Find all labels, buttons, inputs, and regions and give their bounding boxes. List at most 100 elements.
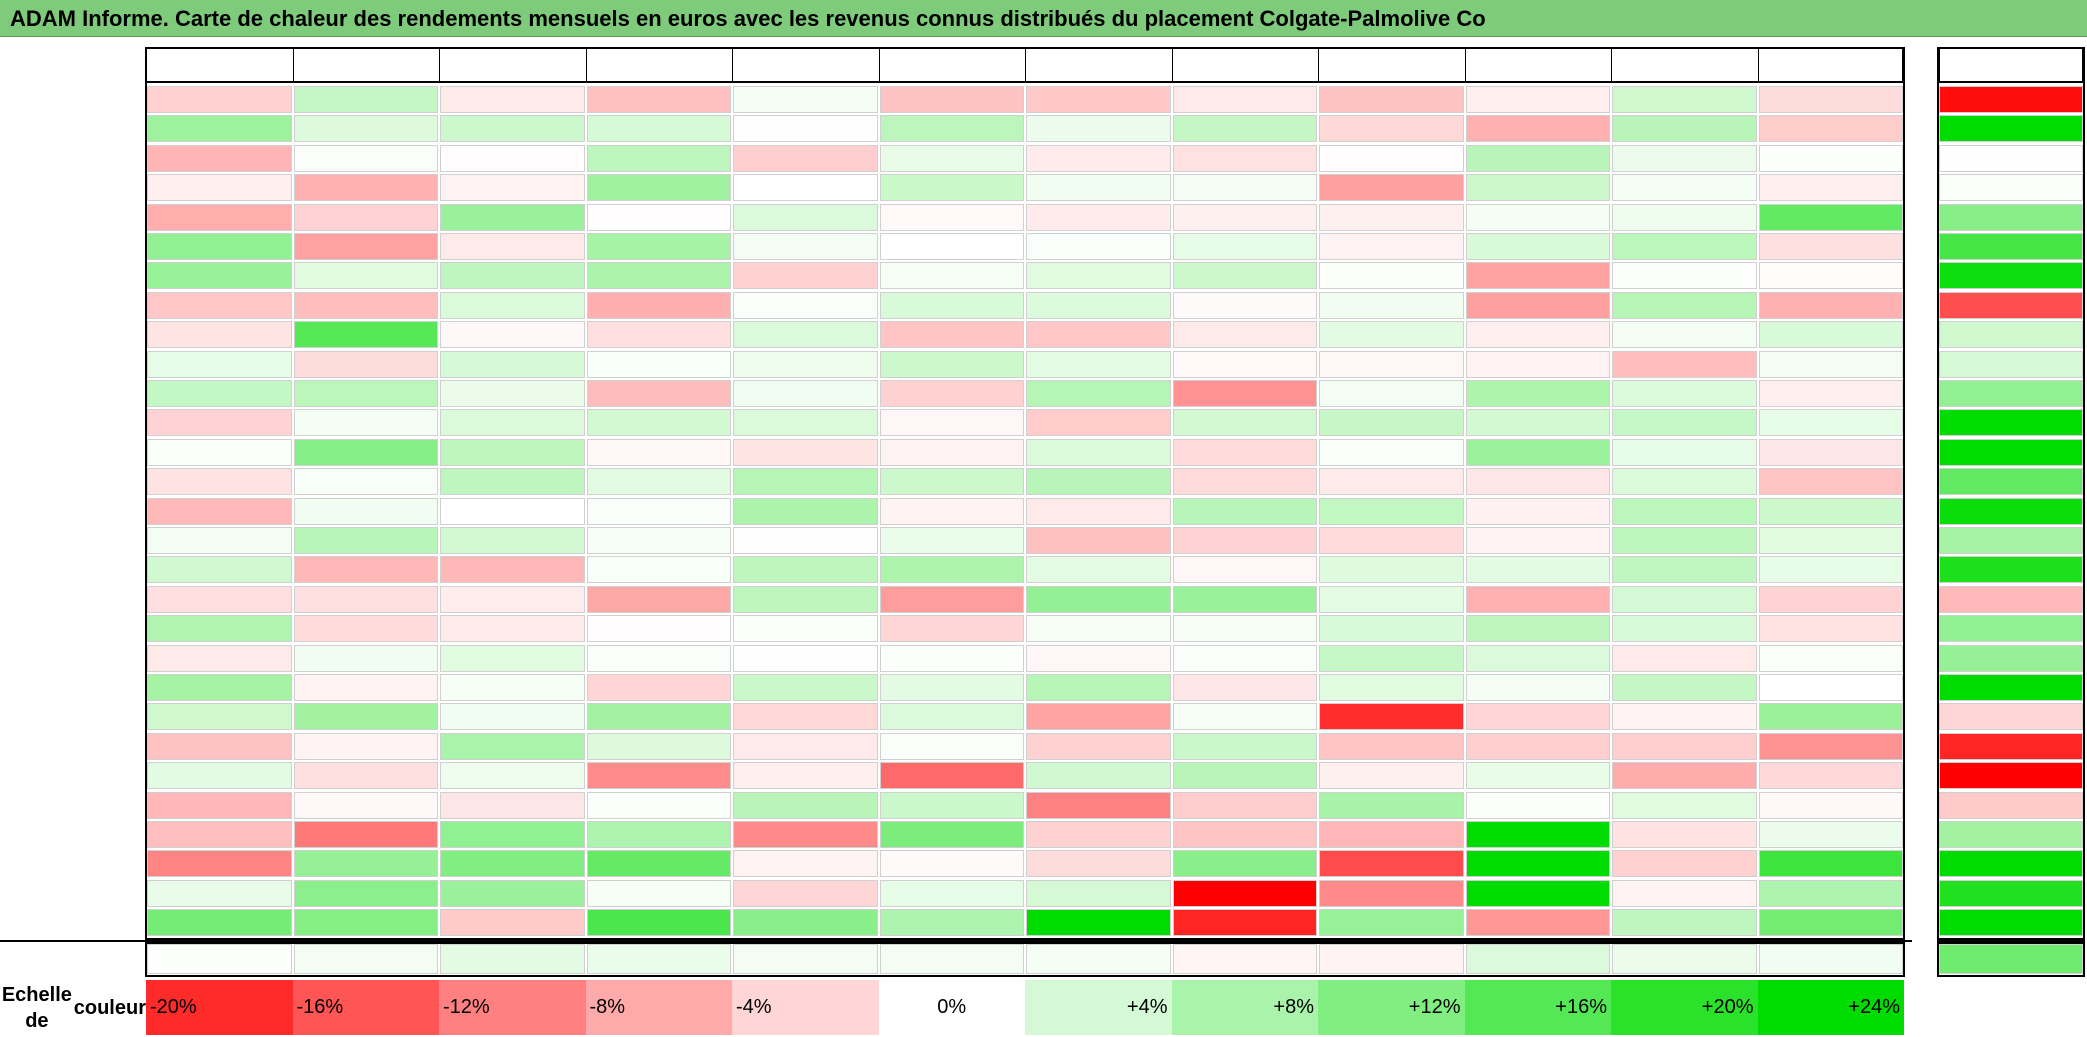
heatmap-cell (1026, 791, 1171, 819)
heatmap-cell (1172, 644, 1317, 672)
heatmap-cell (1026, 174, 1171, 202)
annual-cell (1939, 527, 2083, 554)
heatmap-cell (293, 438, 438, 466)
heatmap-cell (1612, 644, 1757, 672)
heatmap-cell (293, 321, 438, 349)
heatmap-cell (293, 144, 438, 172)
heatmap-cell (1172, 262, 1317, 290)
heatmap-cell (1026, 850, 1171, 878)
average-cell (147, 943, 292, 974)
heatmap-cell (1319, 144, 1464, 172)
heatmap-cell (1319, 703, 1464, 731)
heatmap-cell (586, 556, 731, 584)
heatmap-cell (879, 762, 1024, 790)
heatmap-cell (147, 762, 292, 790)
heatmap-cell (147, 556, 292, 584)
heatmap-cell (733, 115, 878, 143)
heatmap-cell (879, 291, 1024, 319)
heatmap-cell (1172, 821, 1317, 848)
heatmap-cell (586, 203, 731, 231)
heatmap-cell (1026, 762, 1171, 790)
heatmap-cell (1612, 468, 1757, 496)
heatmap-cell (879, 527, 1024, 554)
heatmap-cell (733, 468, 878, 496)
heatmap-cell (293, 262, 438, 290)
heatmap-cell (1758, 233, 1903, 260)
heatmap-cell (1465, 203, 1610, 231)
heatmap-cell (733, 674, 878, 701)
year-label (0, 908, 146, 935)
heatmap-cell (879, 615, 1024, 643)
heatmap-cell (440, 762, 585, 790)
heatmap-cell (1319, 674, 1464, 701)
heatmap-cell (1319, 615, 1464, 643)
heatmap-cell (1172, 291, 1317, 319)
heatmap-cell (1172, 144, 1317, 172)
heatmap-cell (1172, 703, 1317, 731)
annual-cell (1939, 380, 2083, 407)
heatmap-cell (1758, 674, 1903, 701)
year-label (0, 849, 146, 876)
annual-cell (1939, 879, 2083, 907)
heatmap-cell (1465, 233, 1610, 260)
heatmap-cell (293, 879, 438, 907)
month-header (292, 47, 439, 83)
color-scale-swatch: -4% (732, 980, 879, 1035)
heatmap-cell (1172, 350, 1317, 378)
heatmap-cell (586, 468, 731, 496)
heatmap-cell (147, 321, 292, 349)
heatmap-cell (293, 585, 438, 613)
heatmap-cell (147, 644, 292, 672)
heatmap-cell (1026, 468, 1171, 496)
color-scale-swatch: +4% (1025, 980, 1172, 1035)
annual-cell (1939, 86, 2083, 113)
annual-cell (1939, 350, 2083, 378)
heatmap-cell (1172, 674, 1317, 701)
heatmap-cell (1758, 291, 1903, 319)
average-label (0, 944, 146, 974)
average-cell (1319, 943, 1464, 974)
heatmap-cell (147, 291, 292, 319)
heatmap-cell (733, 144, 878, 172)
heatmap-cell (1465, 909, 1610, 937)
heatmap-cell (1172, 556, 1317, 584)
average-cell (1172, 943, 1317, 974)
average-cell (586, 943, 731, 974)
heatmap-cell (586, 144, 731, 172)
heatmap-cell (586, 380, 731, 407)
heatmap-cell (1172, 497, 1317, 525)
heatmap-cell (1465, 468, 1610, 496)
heatmap-cell (733, 879, 878, 907)
year-label (0, 114, 146, 141)
heatmap-cell (293, 732, 438, 760)
heatmap-cell (293, 821, 438, 848)
heatmap-cell (733, 321, 878, 349)
heatmap-cell (440, 821, 585, 848)
heatmap-cell (1026, 556, 1171, 584)
heatmap-cell (1465, 674, 1610, 701)
heatmap-cell (733, 762, 878, 790)
month-header (878, 47, 1025, 83)
heatmap-cell (147, 233, 292, 260)
heatmap-cell (733, 791, 878, 819)
heatmap-cell (1465, 732, 1610, 760)
year-label (0, 879, 146, 906)
heatmap-cell (440, 556, 585, 584)
heatmap-cell (147, 674, 292, 701)
year-label (0, 408, 146, 435)
month-header (585, 47, 732, 83)
heatmap-cell (586, 615, 731, 643)
heatmap-cell (147, 174, 292, 202)
heatmap-cell (1026, 86, 1171, 113)
heatmap-cell (1319, 791, 1464, 819)
annual-cell (1939, 174, 2083, 202)
heatmap-cell (586, 350, 731, 378)
heatmap-cell (147, 203, 292, 231)
annual-cell (1939, 909, 2083, 937)
heatmap-cell (1612, 850, 1757, 878)
annual-cell (1939, 850, 2083, 878)
annual-cell (1939, 468, 2083, 496)
heatmap-cell (1465, 380, 1610, 407)
heatmap-cell (1612, 409, 1757, 437)
heatmap-cell (1758, 556, 1903, 584)
